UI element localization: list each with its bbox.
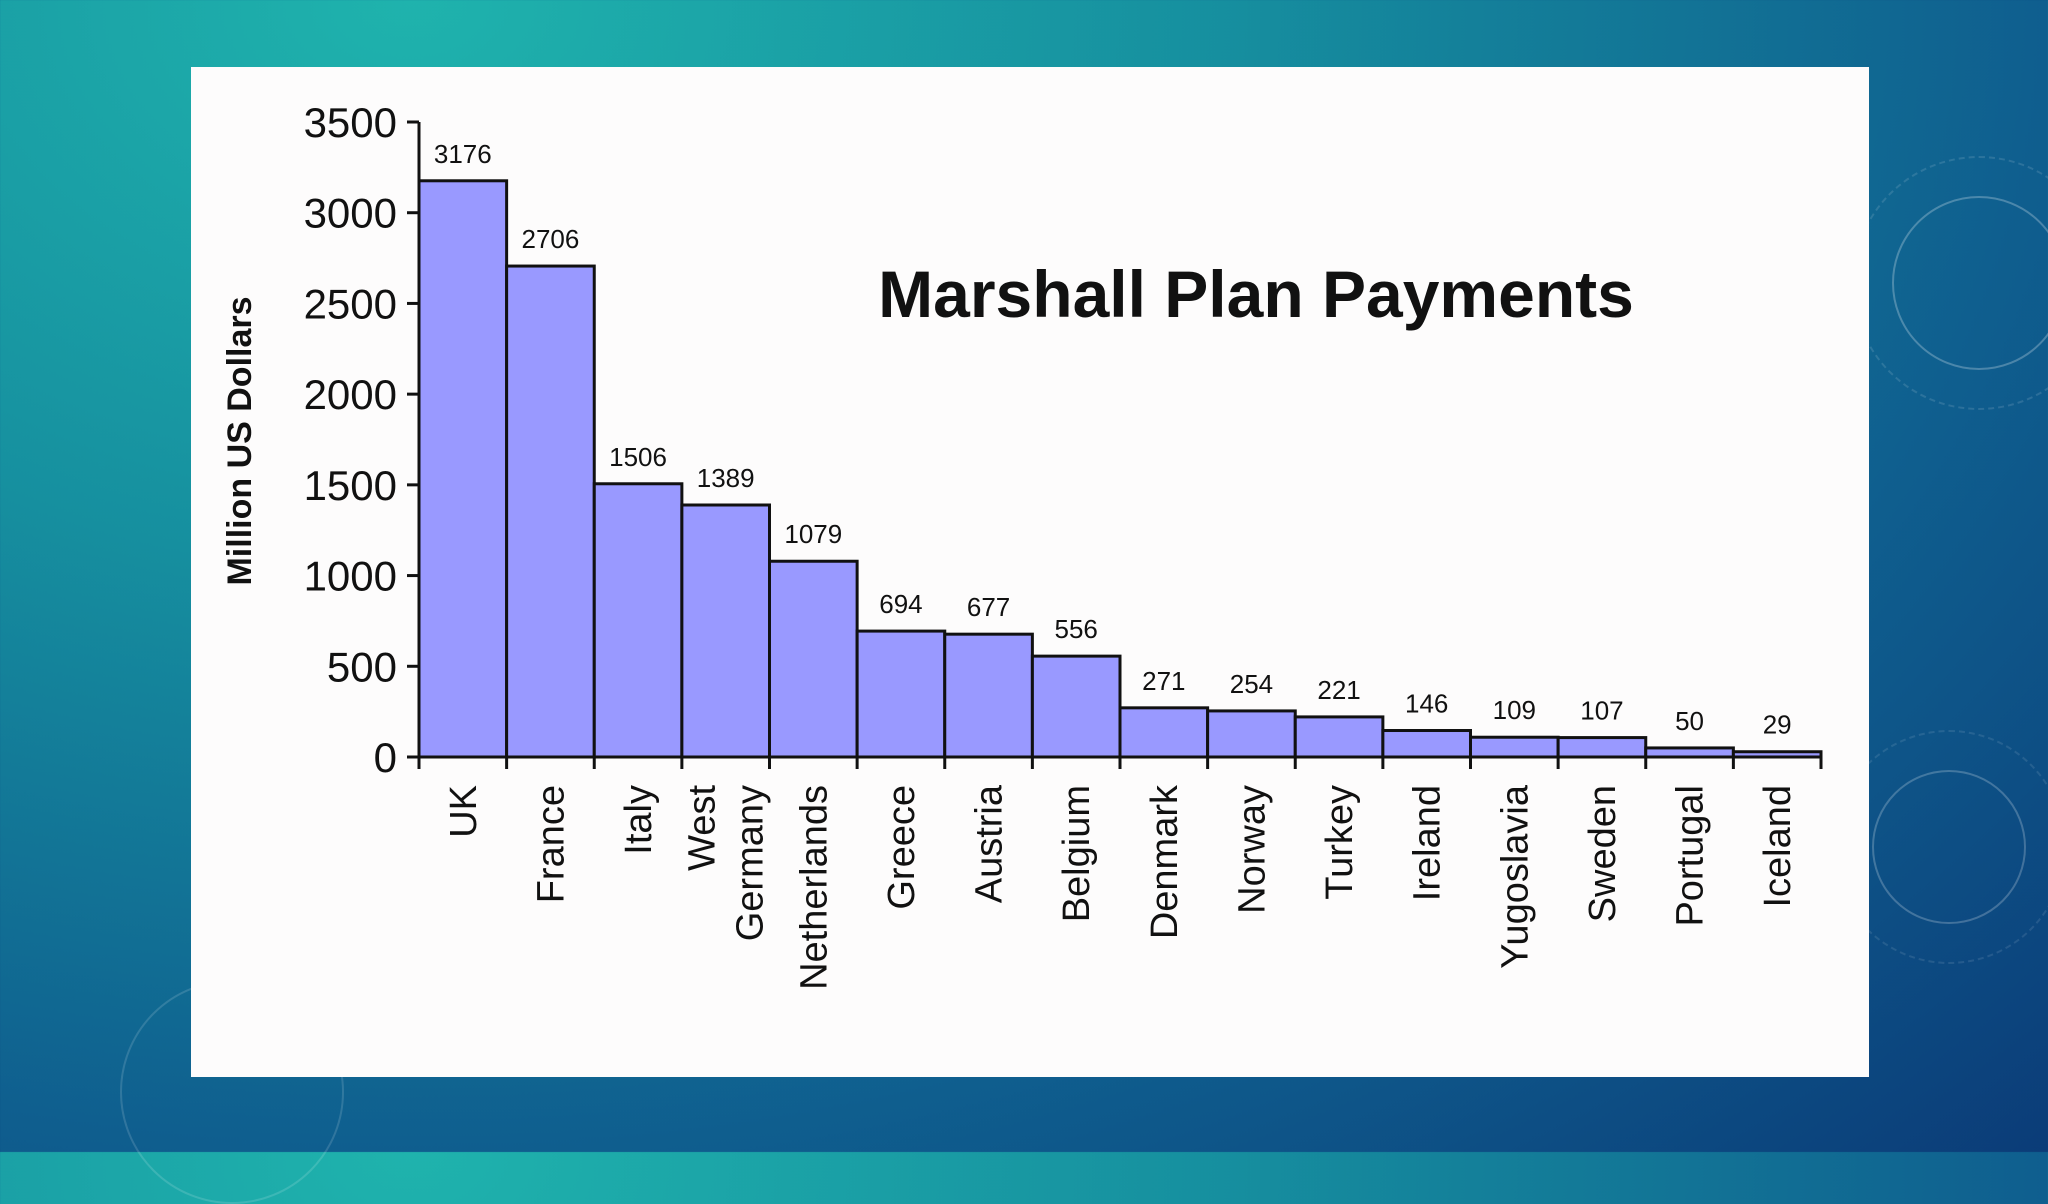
- chart-panel: Marshall Plan Payments Million US Dollar…: [191, 67, 1869, 1077]
- x-tick-label: Iceland: [1757, 785, 1799, 908]
- bar: [1293, 715, 1385, 759]
- decorative-ring: [1852, 156, 2048, 410]
- y-axis-label: Million US Dollars: [221, 296, 259, 585]
- y-tick-label: 3000: [304, 190, 397, 237]
- x-tick-label: France: [530, 785, 572, 903]
- x-tick-label: Netherlands: [793, 785, 835, 990]
- data-label: 254: [1230, 669, 1273, 699]
- x-tick-label: Ireland: [1407, 785, 1449, 901]
- x-tick-label: Greece: [881, 785, 923, 910]
- y-tick-label: 1000: [304, 553, 397, 600]
- bar-chart: Marshall Plan Payments Million US Dollar…: [221, 99, 1823, 990]
- bar: [1030, 654, 1122, 759]
- data-label: 2706: [522, 224, 580, 254]
- data-label: 556: [1054, 614, 1097, 644]
- bar: [1556, 736, 1648, 759]
- x-tick-label: UK: [443, 785, 485, 838]
- bar: [768, 559, 859, 759]
- x-tick-label: Belgium: [1056, 785, 1098, 922]
- x-tick-label: Denmark: [1144, 784, 1186, 939]
- bar: [1118, 706, 1210, 759]
- data-label: 1506: [609, 442, 667, 472]
- y-tick-label: 0: [374, 734, 397, 781]
- y-tick-label: 2000: [304, 371, 397, 418]
- data-label: 1389: [697, 463, 755, 493]
- y-tick-label: 3500: [304, 99, 397, 146]
- x-tick-label: Portugal: [1670, 785, 1712, 927]
- x-tick-label: Norway: [1231, 785, 1273, 914]
- x-tick-label: Sweden: [1582, 785, 1624, 922]
- data-label: 146: [1405, 689, 1448, 719]
- chart-title: Marshall Plan Payments: [878, 257, 1634, 331]
- x-tick-label: West Germany: [682, 785, 772, 942]
- bar: [1469, 735, 1560, 759]
- bar: [680, 503, 771, 759]
- bar: [592, 482, 684, 759]
- bar: [1206, 709, 1297, 759]
- x-tick-label: Yugoslavia: [1494, 784, 1536, 969]
- data-label: 109: [1493, 695, 1536, 725]
- data-label: 50: [1675, 706, 1704, 736]
- y-tick-label: 500: [327, 643, 397, 690]
- data-label: 221: [1317, 675, 1360, 705]
- y-tick-label: 2500: [304, 280, 397, 327]
- data-label: 107: [1580, 696, 1623, 726]
- bar: [855, 629, 947, 759]
- data-label: 3176: [434, 139, 492, 169]
- bar: [943, 632, 1034, 759]
- data-label: 677: [967, 592, 1010, 622]
- bar: [1381, 729, 1472, 759]
- data-label: 694: [879, 589, 922, 619]
- data-label: 1079: [784, 519, 842, 549]
- bar: [505, 264, 596, 759]
- data-label: 271: [1142, 666, 1185, 696]
- bar: [417, 179, 509, 759]
- x-tick-label: Austria: [969, 784, 1011, 903]
- y-tick-label: 1500: [304, 462, 397, 509]
- x-tick-label: Italy: [618, 785, 660, 855]
- data-label: 29: [1763, 710, 1792, 740]
- x-tick-label: Turkey: [1319, 785, 1361, 900]
